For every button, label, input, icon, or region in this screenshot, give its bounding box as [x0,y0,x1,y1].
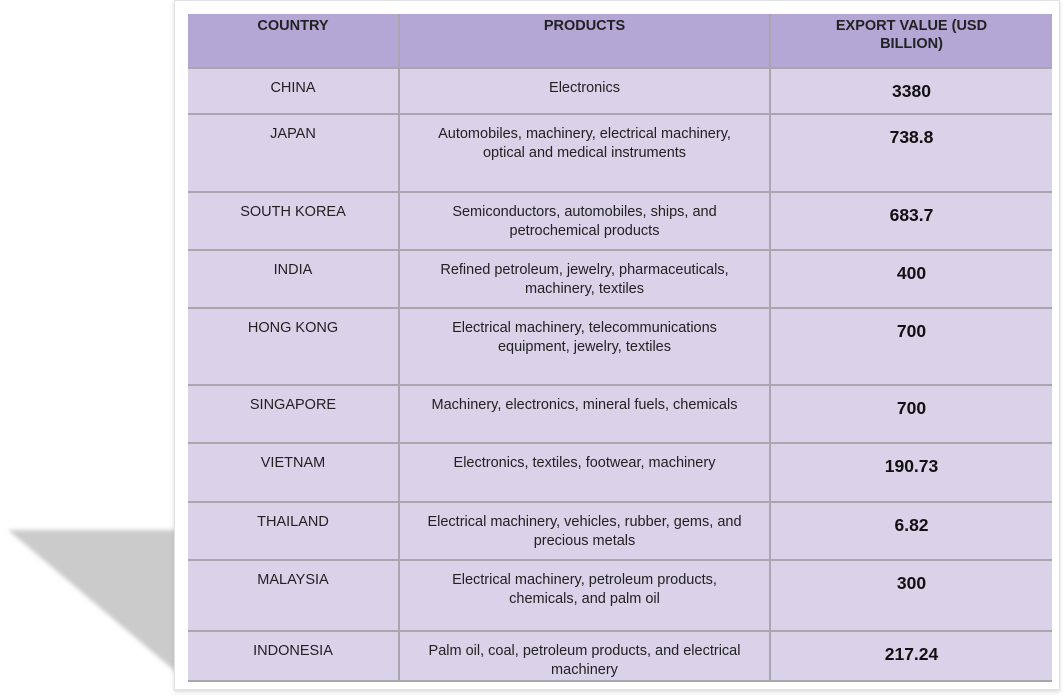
export-value-cell: 190.73 [769,442,1052,503]
export-value-cell: 700 [769,384,1052,444]
table-card: COUNTRY PRODUCTS EXPORT VALUE (USD BILLI… [174,0,1060,690]
export-value-cell: 300 [769,559,1052,632]
products-cell: Palm oil, coal, petroleum products, and … [398,630,771,682]
export-value-cell: 400 [769,249,1052,309]
country-cell: JAPAN [188,113,400,193]
table-row: SOUTH KOREA Semiconductors, automobiles, … [188,191,1052,251]
country-cell: MALAYSIA [188,559,400,632]
table-row: HONG KONG Electrical machinery, telecommu… [188,307,1052,386]
export-value-cell: 683.7 [769,191,1052,251]
table-row: CHINA Electronics 3380 [188,67,1052,115]
export-value-cell: 738.8 [769,113,1052,193]
export-value-cell: 217.24 [769,630,1052,682]
table-row: INDIA Refined petroleum, jewelry, pharmac… [188,249,1052,309]
country-cell: SINGAPORE [188,384,400,444]
country-cell: THAILAND [188,501,400,561]
header-export-value: EXPORT VALUE (USD BILLION) [769,14,1052,69]
country-cell: HONG KONG [188,307,400,386]
products-cell: Automobiles, machinery, electrical machi… [398,113,771,193]
export-table: COUNTRY PRODUCTS EXPORT VALUE (USD BILLI… [188,14,1052,682]
export-value-cell: 3380 [769,67,1052,115]
country-cell: INDIA [188,249,400,309]
products-cell: Electronics [398,67,771,115]
country-cell: CHINA [188,67,400,115]
products-cell: Electronics, textiles, footwear, machine… [398,442,771,503]
products-cell: Electrical machinery, vehicles, rubber, … [398,501,771,561]
products-cell: Semiconductors, automobiles, ships, and … [398,191,771,251]
header-export-value-text: EXPORT VALUE (USD BILLION) [835,18,988,52]
table-row: SINGAPORE Machinery, electronics, mineral… [188,384,1052,444]
table-row: MALAYSIA Electrical machinery, petroleum … [188,559,1052,632]
products-cell: Refined petroleum, jewelry, pharmaceutic… [398,249,771,309]
table-row: JAPAN Automobiles, machinery, electrical … [188,113,1052,193]
export-value-cell: 700 [769,307,1052,386]
header-country: COUNTRY [188,14,400,69]
header-row: COUNTRY PRODUCTS EXPORT VALUE (USD BILLI… [188,14,1052,69]
products-cell: Electrical machinery, telecommunications… [398,307,771,386]
products-cell: Machinery, electronics, mineral fuels, c… [398,384,771,444]
country-cell: SOUTH KOREA [188,191,400,251]
products-cell: Electrical machinery, petroleum products… [398,559,771,632]
country-cell: INDONESIA [188,630,400,682]
table-row: VIETNAM Electronics, textiles, footwear, … [188,442,1052,503]
table-row: INDONESIA Palm oil, coal, petroleum produ… [188,630,1052,682]
country-cell: VIETNAM [188,442,400,503]
export-value-cell: 6.82 [769,501,1052,561]
header-products: PRODUCTS [398,14,771,69]
table-row: THAILAND Electrical machinery, vehicles, … [188,501,1052,561]
